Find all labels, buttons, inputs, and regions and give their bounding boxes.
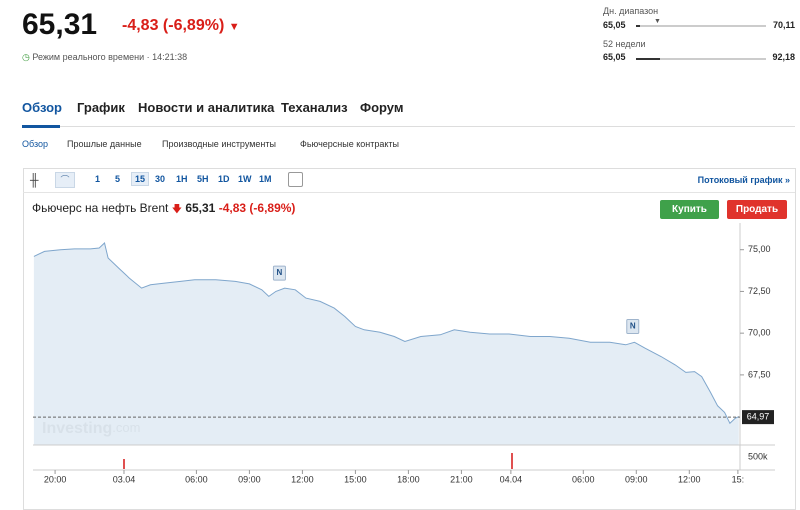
volume-spike [123,459,125,469]
interval-button[interactable]: 1D [218,174,230,184]
x-tick-label: 12:00 [291,474,314,484]
x-tick-label: 03.04 [113,474,136,484]
subtab[interactable]: Производные инструменты [162,139,276,149]
y-tick-label: 70,00 [748,328,771,338]
stream-link[interactable]: Потоковый график » [697,175,790,185]
range-bar [636,58,766,60]
interval-button[interactable]: 1 [95,174,101,184]
chart-price: 65,31 [185,201,216,215]
y-tick-label: 72,50 [748,286,771,296]
range-high: 92,18 [772,52,795,62]
realtime-text: Режим реального времени · 14:21:38 [32,52,188,62]
x-tick-label: 15: [732,474,745,484]
price-line [33,242,740,425]
change: -4,83 (-6,89%) ▼ [122,17,240,34]
range-bar [636,25,766,27]
x-tick-label: 09:00 [625,474,648,484]
news-marker-label: N [630,322,636,331]
interval-button[interactable]: 5 [115,174,121,184]
interval-button[interactable]: 1M [259,174,272,184]
realtime: ◷ Режим реального времени · 14:21:38 [22,52,188,62]
x-tick-label: 09:00 [238,474,261,484]
volume-spike [511,453,513,469]
tab[interactable]: Обзор [22,100,62,115]
sell-button[interactable]: Продать [727,200,787,219]
tab[interactable]: Теханализ [281,100,348,115]
interval-button[interactable]: 1H [176,174,188,184]
tab[interactable]: График [77,100,125,115]
change-pct: (-6,89%) [162,17,225,34]
tab[interactable]: Форум [360,100,404,115]
news-marker-label: N [277,268,283,277]
settings-icon[interactable] [288,172,303,187]
area-fill [33,243,739,445]
last-value-box [742,410,774,425]
range-high: 70,11 [772,20,795,30]
news-marker [272,265,286,281]
candle-icon[interactable]: ╫ [30,173,39,187]
x-tick-label: 18:00 [397,474,420,484]
x-tick-label: 04.04 [500,474,523,484]
subtab[interactable]: Фьючерсные контракты [300,139,400,149]
range-low: 65,05 [603,20,626,30]
x-tick-label: 20:00 [44,474,67,484]
chart-name: Фьючерс на нефть Brent 🡇 65,31 -4,83 (-6… [32,201,296,215]
subtab[interactable]: Прошлые данные [67,139,142,149]
area-icon[interactable]: ⌒ [55,172,75,188]
interval-button[interactable]: 5H [197,174,209,184]
interval-button[interactable]: 15 [131,172,150,186]
change-value: -4,83 [122,17,159,34]
interval-button[interactable]: 30 [155,174,166,184]
y-tick-label: 67,50 [748,369,771,379]
tab-underline [22,125,60,128]
news-marker [626,318,640,334]
x-tick-label: 06:00 [572,474,595,484]
interval-button[interactable]: 1W [238,174,252,184]
instrument: Фьючерс на нефть Brent [32,201,169,215]
chart-change: -4,83 [218,201,247,215]
x-tick-label: 21:00 [450,474,473,484]
range-low: 65,05 [603,52,626,62]
tab-divider [22,126,795,127]
volume-label: 500k [748,451,768,461]
price: 65,31 [22,8,98,41]
range-marker: ▼ [654,18,661,25]
x-tick-label: 06:00 [185,474,208,484]
x-tick-label: 15:00 [344,474,367,484]
subtab[interactable]: Обзор [22,139,48,149]
toolbar-divider [23,192,795,193]
range-label: 52 недели [603,39,646,49]
buy-button[interactable]: Купить [660,200,719,219]
tab[interactable]: Новости и аналитика [138,100,275,115]
y-tick-label: 75,00 [748,244,771,254]
chart-change-pct: (-6,89%) [249,201,296,215]
last-value-label: 64,97 [747,411,770,421]
x-tick-label: 12:00 [678,474,701,484]
range-label: Дн. диапазон [603,6,659,16]
